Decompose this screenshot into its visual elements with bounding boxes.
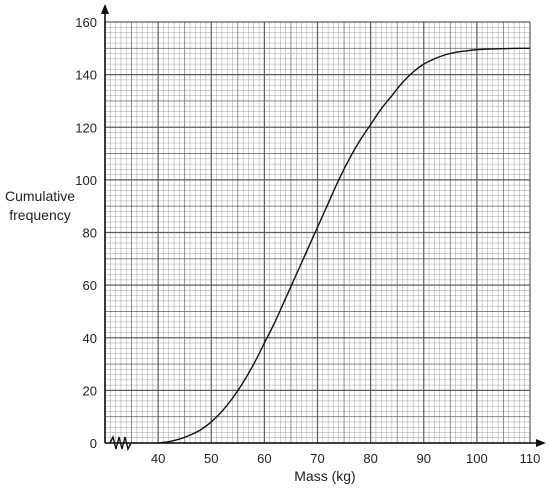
y-tick-label: 120 <box>75 120 97 135</box>
x-tick-label: 80 <box>363 451 377 466</box>
x-axis-arrow <box>536 439 546 447</box>
x-tick-label: 60 <box>257 451 271 466</box>
x-tick-label: 70 <box>310 451 324 466</box>
y-axis-label-line-1: Cumulative <box>5 188 75 204</box>
y-tick-label: 80 <box>83 226 97 241</box>
axes <box>101 4 546 452</box>
y-tick-label: 40 <box>83 331 97 346</box>
x-tick-label: 110 <box>520 451 541 466</box>
x-tick-label: 50 <box>204 451 218 466</box>
curve-layer <box>158 47 531 444</box>
x-axis-label: Mass (kg) <box>294 468 355 484</box>
x-tick-label: 40 <box>151 451 165 466</box>
y-tick-label: 140 <box>75 68 97 83</box>
axis-break-zigzag <box>109 434 132 452</box>
y-tick-label: 0 <box>90 436 97 451</box>
y-tick-label: 60 <box>83 278 97 293</box>
y-tick-label: 160 <box>75 15 97 30</box>
y-axis-label-line-2: frequency <box>9 207 70 223</box>
y-tick-label: 20 <box>83 383 97 398</box>
y-axis-arrow <box>101 4 109 14</box>
y-tick-label: 100 <box>75 173 97 188</box>
x-tick-label: 90 <box>417 451 431 466</box>
x-tick-label: 100 <box>466 451 488 466</box>
tick-labels: 40 50 60 70 80 90 100 110 0 20 40 60 80 100 120 140 160 <box>75 15 540 466</box>
series-line <box>158 47 531 444</box>
